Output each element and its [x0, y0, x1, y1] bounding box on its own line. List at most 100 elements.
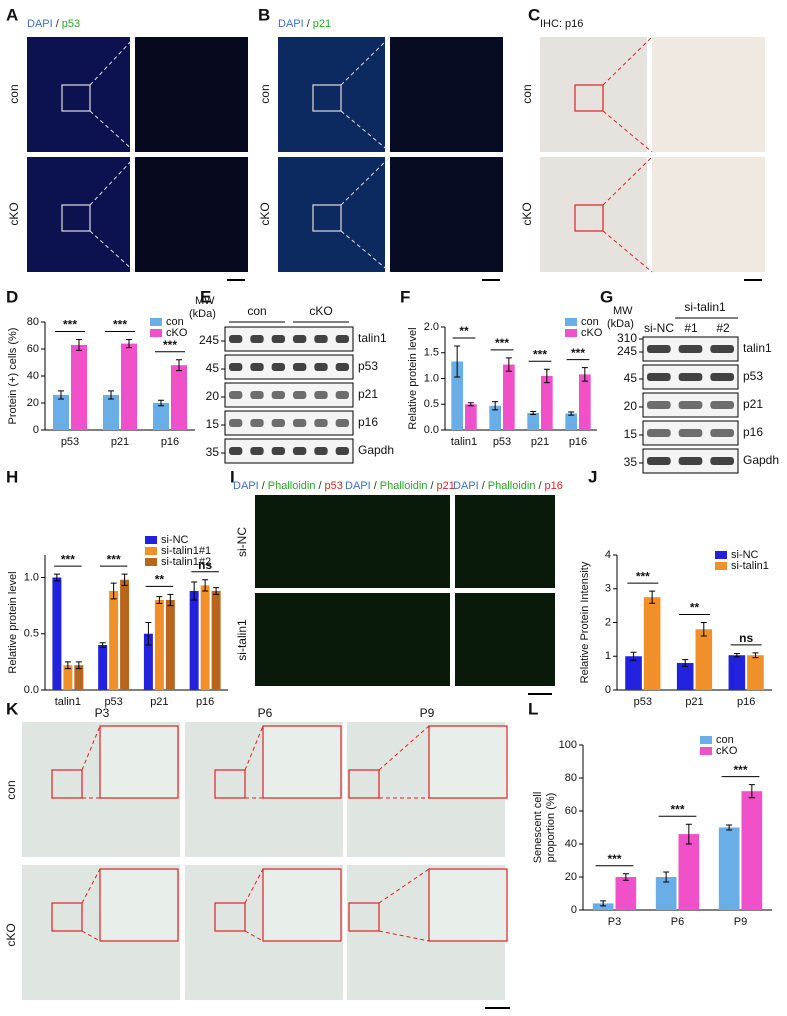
y-axis-label: Relative protein level	[7, 571, 19, 673]
blot-band	[229, 335, 243, 343]
mw-label: 45	[206, 361, 220, 375]
stain-part: p53	[325, 480, 343, 492]
bar	[103, 394, 119, 430]
bar	[71, 344, 87, 430]
y-tick-label: 0.5	[424, 398, 439, 410]
significance-label: ***	[733, 763, 747, 777]
y-tick-label: 1.0	[424, 372, 439, 384]
stain-part: /	[318, 480, 322, 492]
stain-part: DAPI	[27, 18, 53, 30]
blot-band	[678, 401, 703, 409]
mw-header: MW	[195, 295, 215, 307]
band-label: talin1	[358, 331, 387, 345]
y-tick-label: 20	[565, 871, 577, 883]
row-label: con	[258, 84, 272, 103]
row-label: si-talin1	[235, 619, 249, 661]
significance-label: ***	[61, 552, 75, 566]
zoom-line	[244, 930, 264, 942]
zoom-line	[602, 156, 653, 206]
zoom-line	[81, 725, 101, 771]
y-axis-label: Relative Protein Intensity	[579, 561, 591, 683]
blot-strip	[224, 354, 354, 380]
zoom-box	[51, 902, 83, 932]
stain-part: p21	[313, 18, 331, 30]
group-label: cKO	[309, 304, 332, 318]
zoom-line	[602, 36, 653, 86]
blot-band	[335, 363, 349, 371]
micrograph	[540, 157, 647, 272]
zoom-line	[89, 110, 136, 153]
bar	[109, 591, 119, 690]
error-bar	[121, 573, 128, 586]
legend-swatch	[565, 318, 577, 326]
micrograph	[455, 593, 555, 686]
blot-band	[293, 391, 307, 399]
blot-band	[250, 447, 264, 455]
column-label: P3	[95, 706, 110, 720]
error-bar	[663, 871, 670, 883]
bar	[189, 591, 199, 690]
blot-band	[229, 391, 243, 399]
blot-band	[647, 429, 671, 437]
blot-band	[293, 363, 307, 371]
zoom-line	[81, 930, 101, 942]
zoom-line	[89, 156, 136, 206]
legend-swatch	[150, 318, 162, 326]
mw-label: 310	[617, 331, 637, 345]
x-tick-label: p21	[685, 696, 703, 708]
y-tick-label: 80	[565, 772, 577, 784]
blot-band	[335, 447, 349, 455]
blot-band	[250, 391, 264, 399]
error-bar	[110, 582, 117, 600]
blot-band	[314, 363, 328, 371]
bar	[165, 600, 175, 690]
legend-label: cKO	[716, 745, 738, 757]
stain-label: DAPI / p53	[27, 18, 80, 30]
blot-band	[250, 419, 264, 427]
error-bar	[682, 659, 689, 667]
bar	[171, 365, 187, 430]
micrograph	[278, 37, 385, 152]
row-label: con	[520, 84, 534, 103]
error-bar	[600, 900, 607, 907]
stain-part: DAPI	[233, 480, 259, 492]
row-label: si-NC	[235, 527, 249, 557]
blot-band	[271, 363, 285, 371]
stain-part: Phalloidin	[380, 480, 428, 492]
mw-label: 20	[624, 399, 638, 413]
error-bar	[752, 652, 759, 659]
micrograph	[255, 495, 355, 588]
panel-label: L	[528, 699, 538, 718]
blot-band	[678, 457, 703, 465]
stain-part: DAPI	[278, 18, 304, 30]
y-tick-label: 0	[33, 424, 39, 436]
legend-label: si-talin1	[731, 560, 769, 572]
band-label: talin1	[743, 341, 772, 355]
mw-label: 245	[199, 333, 219, 347]
error-bar	[630, 651, 637, 661]
y-tick-label: 60	[27, 343, 39, 355]
significance-label: ***	[113, 318, 127, 332]
bar	[121, 343, 137, 430]
x-tick-label: p53	[634, 696, 652, 708]
bar	[489, 405, 501, 430]
stain-label: DAPI / Phalloidin / p21	[345, 480, 455, 492]
error-bar	[700, 622, 707, 637]
blot-band	[335, 335, 349, 343]
x-tick-label: p21	[111, 436, 129, 448]
legend-swatch	[715, 562, 727, 570]
micrograph	[255, 593, 355, 686]
blot-band	[647, 401, 671, 409]
blot-band	[710, 429, 734, 437]
zoom-micrograph	[390, 37, 503, 152]
x-tick-label: p21	[150, 696, 168, 708]
zoom-micrograph	[652, 157, 765, 272]
significance-label: ***	[636, 569, 650, 583]
x-tick-label: P3	[608, 916, 621, 928]
micrograph	[455, 495, 555, 588]
row-label: cKO	[4, 923, 18, 946]
lane-label: #1	[684, 321, 698, 335]
bar	[655, 877, 677, 910]
legend-label: con	[716, 734, 734, 746]
legend-label: si-NC	[731, 549, 759, 561]
